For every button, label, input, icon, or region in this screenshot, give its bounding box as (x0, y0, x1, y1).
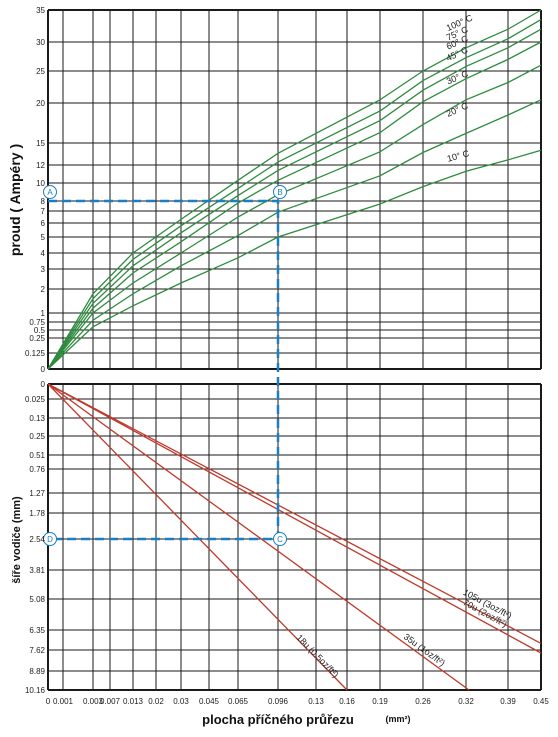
marker-label: A (47, 188, 53, 197)
x-tick-label: 0.096 (268, 697, 289, 706)
x-tick-label: 0.16 (339, 697, 355, 706)
series-label: 18u (0.5oz/ft²) (294, 632, 340, 679)
x-tick-label: 0.13 (308, 697, 324, 706)
y-tick-label-bottom: 10.16 (25, 686, 46, 695)
y-tick-label-bottom: 8.89 (29, 667, 45, 676)
x-tick-label: 0.003 (83, 697, 104, 706)
bottom-panel-grid (47, 383, 542, 691)
marker-label: D (47, 535, 53, 544)
y-tick-label-top: 0.75 (29, 318, 45, 327)
x-tick-label: 0.065 (228, 697, 249, 706)
y-tick-label-top: 0.5 (34, 326, 46, 335)
series-line-copper (47, 383, 542, 654)
y-tick-label-bottom: 0.25 (29, 432, 45, 441)
y-tick-label-top: 20 (36, 99, 45, 108)
y-tick-label-bottom: 0 (41, 380, 46, 389)
y-tick-label-top: 0.25 (29, 334, 45, 343)
top-panel-series: 100° C75° C60° C45° C30° C20° C10° C (47, 9, 542, 370)
x-tick-label: 0.03 (173, 697, 189, 706)
top-panel-grid (47, 9, 542, 370)
x-tick-label: 0.45 (533, 697, 549, 706)
y-tick-label-top: 7 (41, 207, 46, 216)
y-tick-label-top: 1 (41, 309, 46, 318)
series-line-temp (47, 19, 542, 370)
y-tick-label-top: 35 (36, 6, 45, 15)
guide-line (48, 199, 280, 541)
series-label: 10° C (446, 148, 471, 164)
y-axis-title-top: proud ( Ampéry ) (7, 144, 23, 256)
y-tick-label-top: 10 (36, 179, 45, 188)
y-tick-label-bottom: 6.35 (29, 626, 45, 635)
series-line-temp (47, 41, 542, 370)
x-tick-label: 0.19 (372, 697, 388, 706)
x-tick-label: 0.39 (500, 697, 516, 706)
series-line-copper (47, 383, 348, 691)
x-tick-label: 0.32 (458, 697, 474, 706)
x-tick-label: 0.02 (148, 697, 164, 706)
y-tick-label-bottom: 0.025 (25, 395, 46, 404)
x-tick-label: 0.013 (123, 697, 144, 706)
y-tick-label-top: 30 (36, 38, 45, 47)
x-tick-label: 0.26 (415, 697, 431, 706)
y-tick-label-bottom: 1.78 (29, 509, 45, 518)
bottom-panel-series: 105u (3oz/ft²)70u (2oz/ft²)35u (1oz/ft²)… (47, 383, 542, 691)
y-tick-label-bottom: 1.27 (29, 489, 45, 498)
y-tick-label-bottom: 0.76 (29, 465, 45, 474)
y-tick-label-bottom: 0.51 (29, 451, 45, 460)
series-line-temp (47, 9, 542, 370)
y-tick-label-top: 5 (41, 233, 46, 242)
marker-d (43, 532, 57, 546)
y-tick-label-bottom: 2.54 (29, 535, 45, 544)
x-axis-title: plocha příčného průřezu (202, 712, 354, 727)
y-tick-label-top: 2 (41, 285, 46, 294)
series-line-temp (47, 28, 542, 370)
series-line-copper (47, 383, 470, 691)
marker-a (43, 185, 57, 199)
marker-label: B (277, 188, 282, 197)
x-tick-label: 0.001 (53, 697, 74, 706)
x-axis-unit: (mm²) (386, 714, 411, 724)
series-line-copper (47, 383, 542, 644)
y-tick-label-bottom: 3.81 (29, 566, 45, 575)
y-tick-label-top: 4 (41, 249, 46, 258)
y-tick-label-top: 6 (41, 219, 46, 228)
y-tick-label-bottom: 5.08 (29, 595, 45, 604)
series-line-temp (47, 99, 542, 370)
x-tick-label: 0.007 (100, 697, 121, 706)
marker-c (273, 532, 287, 546)
tick-labels: 00.1250.250.50.7512345678101215202530350… (25, 6, 549, 706)
y-tick-label-top: 12 (36, 161, 45, 170)
y-tick-label-top: 0.125 (25, 349, 46, 358)
x-tick-label: 0 (46, 697, 51, 706)
marker-b (273, 185, 287, 199)
x-tick-label: 0.045 (199, 697, 220, 706)
reading-guides: A B C D (43, 185, 287, 546)
y-tick-label-top: 0 (41, 365, 46, 374)
y-tick-label-top: 8 (41, 197, 46, 206)
y-tick-label-top: 15 (36, 139, 45, 148)
y-tick-label-top: 3 (41, 265, 46, 274)
marker-label: C (277, 535, 283, 544)
y-axis-title-bottom: šíře vodiče (mm) (11, 496, 23, 584)
y-tick-label-bottom: 7.62 (29, 646, 45, 655)
y-tick-label-bottom: 0.13 (29, 414, 45, 423)
y-tick-label-top: 25 (36, 67, 45, 76)
